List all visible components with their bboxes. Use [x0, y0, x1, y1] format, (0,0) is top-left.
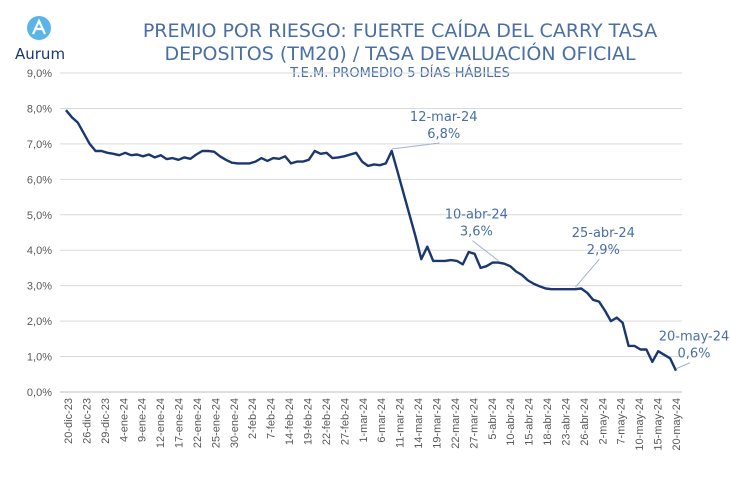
y-tick-label: 1,0%	[27, 352, 52, 364]
chart-title-line-2: DEPOSITOS (TM20) / TASA DEVALUACIÓN OFIC…	[164, 43, 636, 65]
annotation-value: 0,6%	[677, 347, 710, 362]
x-tick-label: 17-ene-24	[174, 398, 186, 448]
x-tick-label: 7-feb-24	[266, 398, 278, 439]
annotation-date: 10-abr-24	[445, 208, 508, 223]
aurum-logo-icon	[27, 16, 51, 40]
x-tick-label: 19-feb-24	[303, 398, 315, 445]
annotation-date: 12-mar-24	[410, 110, 478, 125]
x-tick-label: 18-abr-24	[542, 398, 554, 446]
annotation-date: 25-abr-24	[572, 226, 635, 241]
x-tick-label: 23-abr-24	[560, 398, 572, 446]
annotation-date: 20-may-24	[659, 330, 730, 345]
x-tick-label: 19-mar-24	[431, 398, 443, 449]
x-tick-label: 22-mar-24	[450, 398, 462, 449]
annotation-leader-line	[675, 362, 691, 370]
x-tick-label: 1-mar-24	[358, 398, 370, 443]
y-tick-label: 4,0%	[27, 245, 52, 257]
x-tick-label: 27-feb-24	[339, 398, 351, 445]
x-tick-label: 26-dic-23	[81, 398, 93, 444]
y-tick-label: 5,0%	[27, 210, 52, 222]
series-line	[65, 109, 678, 372]
x-tick-label: 15-may-24	[653, 398, 665, 451]
y-tick-label: 8,0%	[27, 103, 52, 115]
x-tick-label: 29-dic-23	[100, 398, 112, 444]
x-tick-label: 22-feb-24	[321, 398, 333, 445]
x-tick-label: 4-ene-24	[118, 398, 130, 442]
y-tick-label: 2,0%	[27, 316, 52, 328]
annotation-value: 6,8%	[427, 127, 460, 142]
x-tick-label: 22-ene-24	[192, 398, 204, 448]
y-tick-label: 9,0%	[27, 68, 52, 80]
x-tick-label: 10-abr-24	[505, 398, 517, 446]
x-tick-label: 10-may-24	[634, 398, 646, 451]
annotation-leader-line	[472, 240, 499, 262]
annotation-value: 3,6%	[460, 225, 493, 240]
x-tick-label: 11-mar-24	[395, 398, 407, 448]
chart-title-line-1: PREMIO POR RIESGO: FUERTE CAÍDA DEL CARR…	[142, 20, 658, 42]
y-tick-label: 7,0%	[27, 139, 52, 151]
x-tick-label: 27-mar-24	[468, 398, 480, 449]
x-tick-label: 20-dic-23	[63, 398, 75, 444]
annotation-leader-line	[391, 142, 440, 150]
x-tick-label: 2-may-24	[597, 398, 609, 444]
x-tick-label: 15-abr-24	[524, 398, 536, 446]
brand-name: Aurum	[15, 45, 66, 63]
x-tick-label: 14-mar-24	[413, 398, 425, 449]
annotation-leader-line	[574, 258, 600, 288]
x-tick-label: 5-abr-24	[487, 398, 499, 440]
y-tick-label: 3,0%	[27, 281, 52, 293]
annotation-value: 2,9%	[587, 243, 620, 258]
x-tick-label: 25-ene-24	[210, 398, 222, 448]
y-tick-label: 6,0%	[27, 174, 52, 186]
x-tick-label: 20-may-24	[671, 398, 683, 451]
x-tick-label: 7-may-24	[616, 398, 628, 444]
x-tick-label: 26-abr-24	[579, 398, 591, 446]
x-tick-label: 14-feb-24	[284, 398, 296, 445]
x-tick-label: 2-feb-24	[247, 398, 259, 439]
x-tick-label: 12-ene-24	[155, 398, 167, 448]
x-tick-label: 30-ene-24	[229, 398, 241, 448]
y-tick-label: 0,0%	[27, 387, 52, 399]
x-tick-label: 6-mar-24	[376, 398, 388, 443]
x-tick-label: 9-ene-24	[137, 398, 149, 442]
